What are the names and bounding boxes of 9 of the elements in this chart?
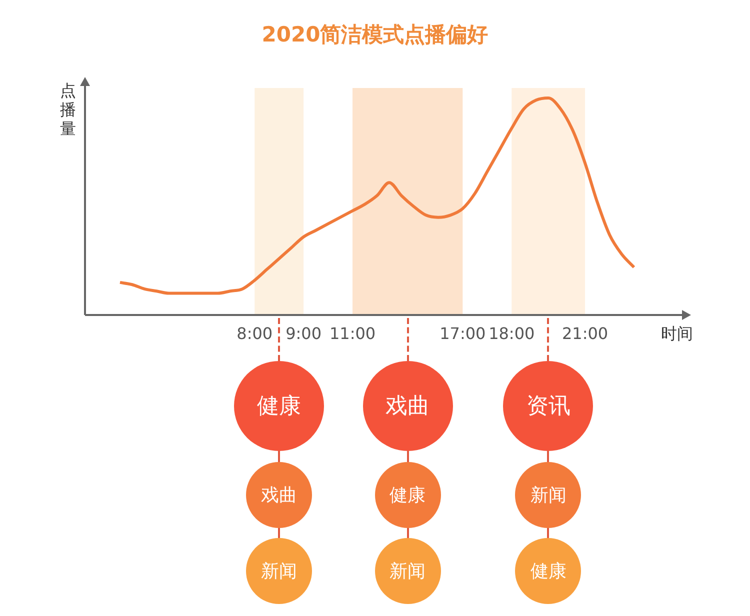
y-axis-title: 点播量 [60,81,76,138]
chart-title: 2020简洁模式点播偏好 [262,22,488,46]
x-tick-label: 11:00 [329,324,376,343]
x-tick-label: 8:00 [236,324,273,343]
x-axis-title: 时间 [661,324,693,344]
x-tick-label: 9:00 [286,324,322,343]
x-tick-label: 21:00 [562,324,608,343]
x-tick-label: 17:00 [440,324,486,343]
x-tick-label: 18:00 [488,324,535,343]
